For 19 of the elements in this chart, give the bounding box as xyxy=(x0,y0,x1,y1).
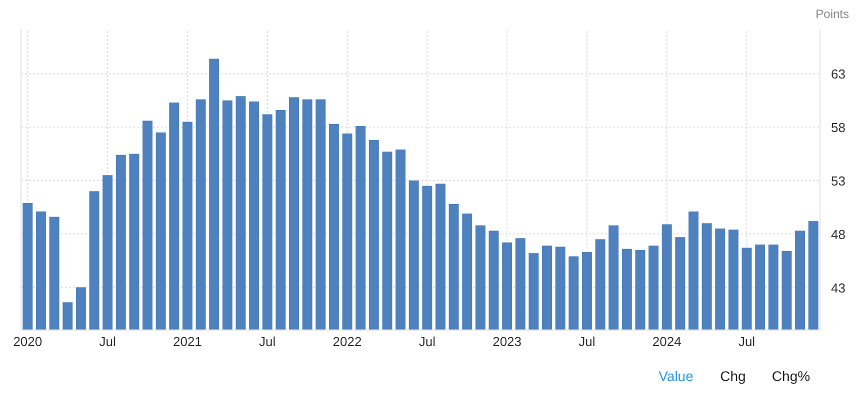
text: Chg% xyxy=(772,368,810,384)
x-tick-label: Jul xyxy=(738,334,756,349)
x-tick-label: Jul xyxy=(99,334,116,349)
y-tick-label: 58 xyxy=(831,120,846,136)
x-tick-label: 2020 xyxy=(13,334,42,349)
text: Value xyxy=(658,368,694,384)
x-tick-label: 2021 xyxy=(172,334,202,349)
text: Chg xyxy=(720,368,746,384)
y-tick-label: 48 xyxy=(831,226,846,242)
y-tick-label: 53 xyxy=(831,174,846,188)
x-tick-label: Jul xyxy=(259,334,276,349)
x-tick-label: 2023 xyxy=(492,334,522,349)
y-axis-title: Points xyxy=(816,7,849,21)
x-tick-label: 2022 xyxy=(332,334,362,349)
y-tick-label: 63 xyxy=(831,66,846,82)
x-tick-label: Jul xyxy=(418,334,436,349)
x-tick-label: Jul xyxy=(578,334,596,349)
x-tick-label: 2024 xyxy=(652,334,682,349)
y-tick-label: 43 xyxy=(831,280,846,296)
